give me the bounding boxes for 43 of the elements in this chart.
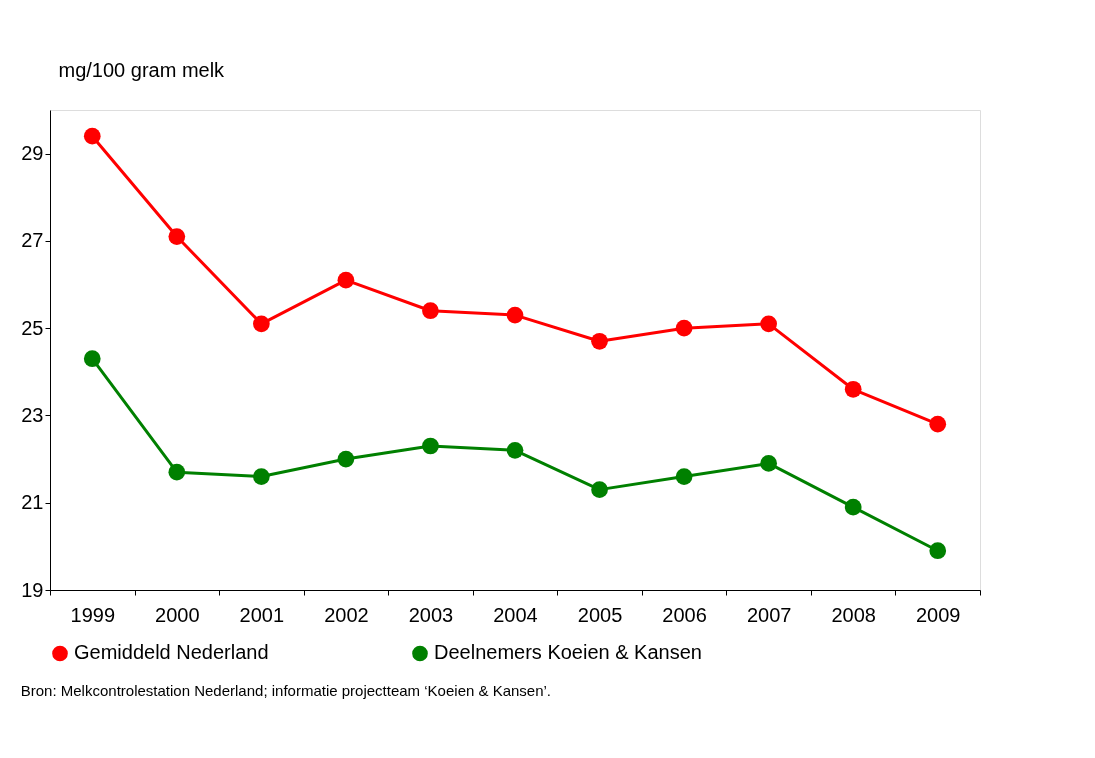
point — [929, 415, 947, 433]
point — [760, 315, 777, 333]
point — [168, 228, 186, 245]
point — [675, 468, 693, 485]
x-tick-label: 2009 — [915, 603, 961, 626]
point — [253, 315, 270, 333]
point — [422, 302, 439, 320]
x-tick-label: 2002 — [324, 603, 369, 626]
x-tick-label: 2007 — [746, 603, 792, 626]
x-tick-label: 2003 — [408, 603, 454, 626]
point — [422, 437, 439, 455]
x-tick-label: 1999 — [70, 603, 116, 626]
point — [83, 127, 101, 145]
y-tick-label: 19 — [21, 578, 44, 601]
legend-label: Gemiddeld Nederland — [74, 641, 269, 664]
y-tick-label: 27 — [21, 229, 44, 252]
point — [929, 542, 947, 560]
point — [591, 481, 608, 498]
point — [844, 498, 862, 516]
point — [168, 463, 186, 481]
point — [506, 442, 524, 459]
point — [760, 455, 777, 472]
y-tick-label: 29 — [21, 142, 44, 165]
point — [591, 332, 608, 350]
y-tick-label: 21 — [21, 491, 44, 514]
point — [337, 450, 355, 468]
point — [253, 468, 270, 485]
point — [844, 380, 862, 398]
legend-label: Deelnemers Koeien & Kansen — [434, 641, 702, 664]
x-tick-label: 2008 — [831, 603, 876, 626]
x-tick-label: 2006 — [662, 603, 707, 626]
point — [83, 350, 101, 368]
x-tick-label: 2005 — [577, 603, 623, 626]
text: Bron: Melkcontrolestation Nederland; informatie projectteam ‘Koeien & Kansen’. — [20, 682, 552, 699]
x-tick-label: 2000 — [155, 603, 200, 626]
point — [675, 319, 693, 337]
point — [506, 306, 524, 324]
x-tick-label: 2004 — [493, 603, 538, 626]
point — [337, 271, 355, 289]
y-axis-title: mg/100 gram melk — [58, 58, 226, 81]
y-tick-label: 23 — [21, 403, 44, 426]
y-tick-label: 25 — [21, 316, 44, 339]
x-tick-label: 2001 — [239, 603, 285, 626]
